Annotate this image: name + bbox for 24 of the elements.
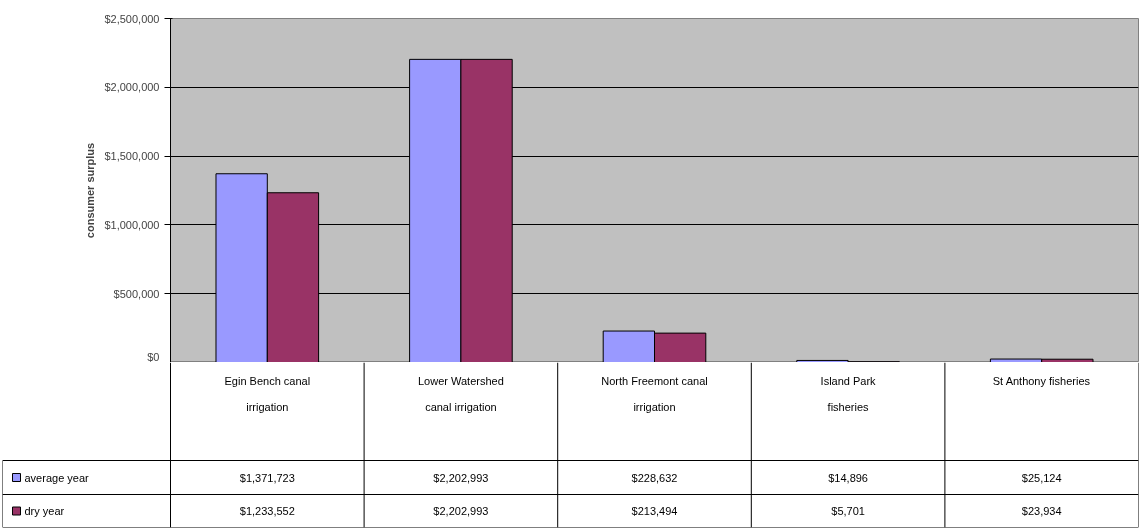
data-label: $2,202,993 bbox=[433, 471, 489, 484]
data-label: $228,632 bbox=[631, 471, 678, 484]
y-tick-label: $1,500,000 bbox=[104, 150, 160, 163]
category-label: Island Park fisheries bbox=[820, 374, 876, 413]
y-tick-label: $2,000,000 bbox=[104, 81, 160, 94]
category-label: Lower Watershed canal irrigation bbox=[418, 374, 504, 413]
legend-label: dry year bbox=[24, 505, 65, 517]
category-label: North Freemont canal irrigation bbox=[601, 374, 708, 413]
data-label: $14,896 bbox=[828, 471, 868, 484]
data-label: $25,124 bbox=[1021, 471, 1062, 484]
category-label: Egin Bench canal irrigation bbox=[224, 374, 311, 413]
data-label: $23,934 bbox=[1021, 505, 1062, 517]
data-label: $2,202,993 bbox=[433, 505, 489, 517]
data-label: $1,371,723 bbox=[239, 471, 295, 484]
y-tick-label: $1,000,000 bbox=[104, 218, 160, 231]
legend-label: average year bbox=[24, 471, 90, 484]
x-tick-label: St Anthony fisheries bbox=[992, 374, 1091, 387]
data-label: $213,494 bbox=[631, 505, 678, 517]
y-tick-label: $0 bbox=[147, 350, 160, 363]
data-label: $5,701 bbox=[831, 505, 865, 517]
y-axis-title: consumer surplus bbox=[84, 142, 97, 239]
y-tick-label: $2,500,000 bbox=[104, 12, 160, 25]
data-label: $1,233,552 bbox=[239, 505, 295, 517]
y-tick-label: $500,000 bbox=[113, 287, 160, 300]
